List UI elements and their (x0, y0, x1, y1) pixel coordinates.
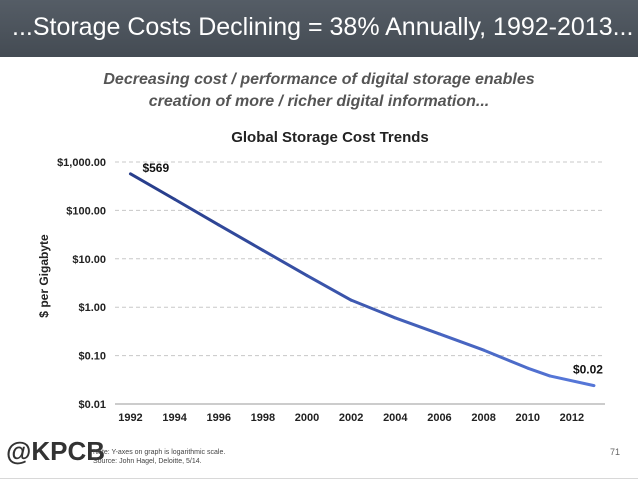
y-axis-label: $ per Gigabyte (37, 234, 51, 318)
subtitle-line-1: Decreasing cost / performance of digital… (103, 71, 535, 88)
x-tick-label: 2008 (471, 412, 495, 424)
series-segment (128, 172, 177, 201)
x-tick-label: 1994 (162, 412, 187, 424)
data-labels: $569 $0.02 (142, 161, 603, 377)
x-tick-label: 2002 (339, 412, 363, 424)
note-line-1: Note: Y-axes on graph is logarithmic sca… (93, 449, 226, 456)
series-segment (305, 274, 353, 302)
note-line-2: Source: John Hagel, Deloitte, 5/14. (93, 458, 202, 465)
x-tick-label: 1996 (206, 412, 230, 424)
x-tick-label: 2010 (516, 412, 540, 424)
x-tick-label: 2006 (427, 412, 451, 424)
x-tick-label: 2004 (383, 412, 408, 424)
series-segment (482, 348, 530, 370)
x-tick-label: 2012 (560, 412, 584, 424)
slide-title: ...Storage Costs Declining = 38% Annuall… (12, 13, 634, 41)
storage-cost-chart: Global Storage Cost Trends $ per Gigabyt… (37, 129, 605, 424)
x-tick-label: 1992 (118, 412, 142, 424)
series-segment (173, 197, 221, 227)
chart-title: Global Storage Cost Trends (231, 129, 429, 146)
series-lines (128, 172, 596, 388)
series-segment (393, 316, 441, 336)
kpcb-logo: @KPCB (6, 436, 106, 466)
series-segment (261, 248, 309, 278)
subtitle-line-2: creation of more / richer digital inform… (148, 93, 490, 110)
footer-note: Note: Y-axes on graph is logarithmic sca… (93, 448, 225, 466)
data-label: $0.02 (573, 363, 603, 377)
y-tick-label: $10.00 (72, 254, 106, 266)
page-number: 71 (610, 447, 621, 457)
series-segment (349, 298, 397, 320)
x-tick-labels: 1992 1994 1996 1998 2000 2002 2004 2006 2008 2010… (118, 412, 584, 424)
y-tick-labels: $1,000.00 $100.00 $10.00 $1.00 $0.10 $0.01 (57, 157, 106, 411)
y-tick-label: $0.10 (78, 351, 106, 363)
header-bar: ...Storage Costs Declining = 38% Annuall… (0, 0, 638, 57)
series-segment (526, 366, 552, 378)
y-tick-label: $100.00 (66, 205, 106, 217)
series-segment (217, 223, 265, 252)
data-label: $569 (142, 161, 169, 175)
x-tick-label: 1998 (251, 412, 275, 424)
x-tick-label: 2000 (295, 412, 319, 424)
grid-lines (115, 161, 605, 405)
y-tick-label: $1,000.00 (57, 157, 106, 169)
slide-subtitle: Decreasing cost / performance of digital… (0, 69, 638, 113)
series-segment (548, 374, 596, 388)
y-tick-label: $1.00 (78, 302, 106, 314)
y-tick-label: $0.01 (78, 399, 106, 411)
series-segment (437, 332, 486, 352)
